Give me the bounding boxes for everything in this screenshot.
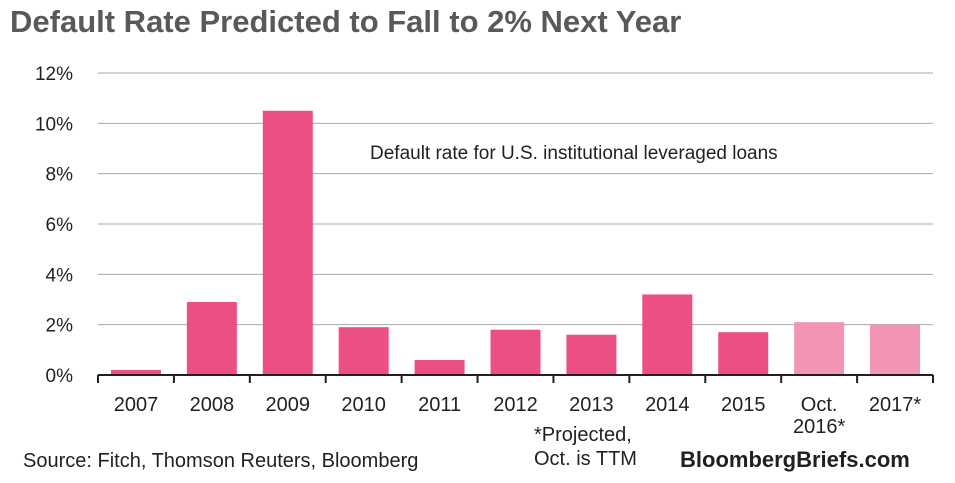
x-category-label: 2009 bbox=[266, 394, 311, 416]
x-category-label: 2012 bbox=[493, 394, 538, 416]
source-note: Source: Fitch, Thomson Reuters, Bloomber… bbox=[23, 450, 418, 472]
gridlines bbox=[98, 72, 933, 326]
x-category-label: 2015 bbox=[721, 394, 766, 416]
x-category-label: Oct. bbox=[801, 394, 838, 416]
brand-logo-text: BloombergBriefs.com bbox=[680, 447, 910, 472]
x-axis-category-labels: 2007 2008 2009 2010 2011 2012 2013 2014 2015 Oct.… bbox=[114, 394, 922, 438]
bar-2017 bbox=[870, 324, 921, 375]
footnote: *Projected,Oct. is TTM bbox=[534, 424, 637, 470]
x-category-label: 2007 bbox=[114, 394, 159, 416]
y-axis-tick-labels: 0% 2% 4% 6% 8% 10% 12% bbox=[35, 64, 73, 387]
bar-2015 bbox=[718, 332, 769, 375]
bar-2008 bbox=[186, 302, 237, 375]
footnote-line: *Projected, bbox=[534, 424, 632, 446]
bar-2011 bbox=[414, 359, 465, 375]
x-category-label: 2008 bbox=[190, 394, 235, 416]
bar-2013 bbox=[566, 334, 617, 375]
y-tick-label: 10% bbox=[35, 114, 73, 135]
chart-title: Default Rate Predicted to Fall to 2% Nex… bbox=[10, 4, 682, 39]
x-category-label: 2016* bbox=[793, 416, 845, 438]
y-tick-label: 4% bbox=[46, 265, 74, 286]
x-axis bbox=[97, 374, 934, 383]
x-category-label: 2010 bbox=[341, 394, 386, 416]
y-tick-label: 6% bbox=[46, 215, 74, 236]
x-category-label: 2013 bbox=[569, 394, 614, 416]
bar-2012 bbox=[490, 329, 541, 375]
y-tick-label: 8% bbox=[46, 165, 74, 186]
x-category-label: 2017* bbox=[869, 394, 921, 416]
bar-2010 bbox=[338, 327, 389, 375]
bar-2007 bbox=[110, 369, 161, 375]
chart-annotation: Default rate for U.S. institutional leve… bbox=[370, 143, 778, 164]
footnote-line: Oct. is TTM bbox=[534, 448, 637, 470]
x-category-label: 2011 bbox=[418, 394, 461, 416]
bars bbox=[110, 110, 921, 375]
y-tick-label: 2% bbox=[46, 316, 74, 337]
bar-2014 bbox=[642, 294, 693, 375]
y-tick-label: 0% bbox=[46, 366, 74, 387]
bar-2009 bbox=[262, 110, 313, 375]
bar-oct-2016 bbox=[794, 322, 845, 375]
x-category-label: 2014 bbox=[645, 394, 690, 416]
y-tick-label: 12% bbox=[35, 64, 73, 85]
